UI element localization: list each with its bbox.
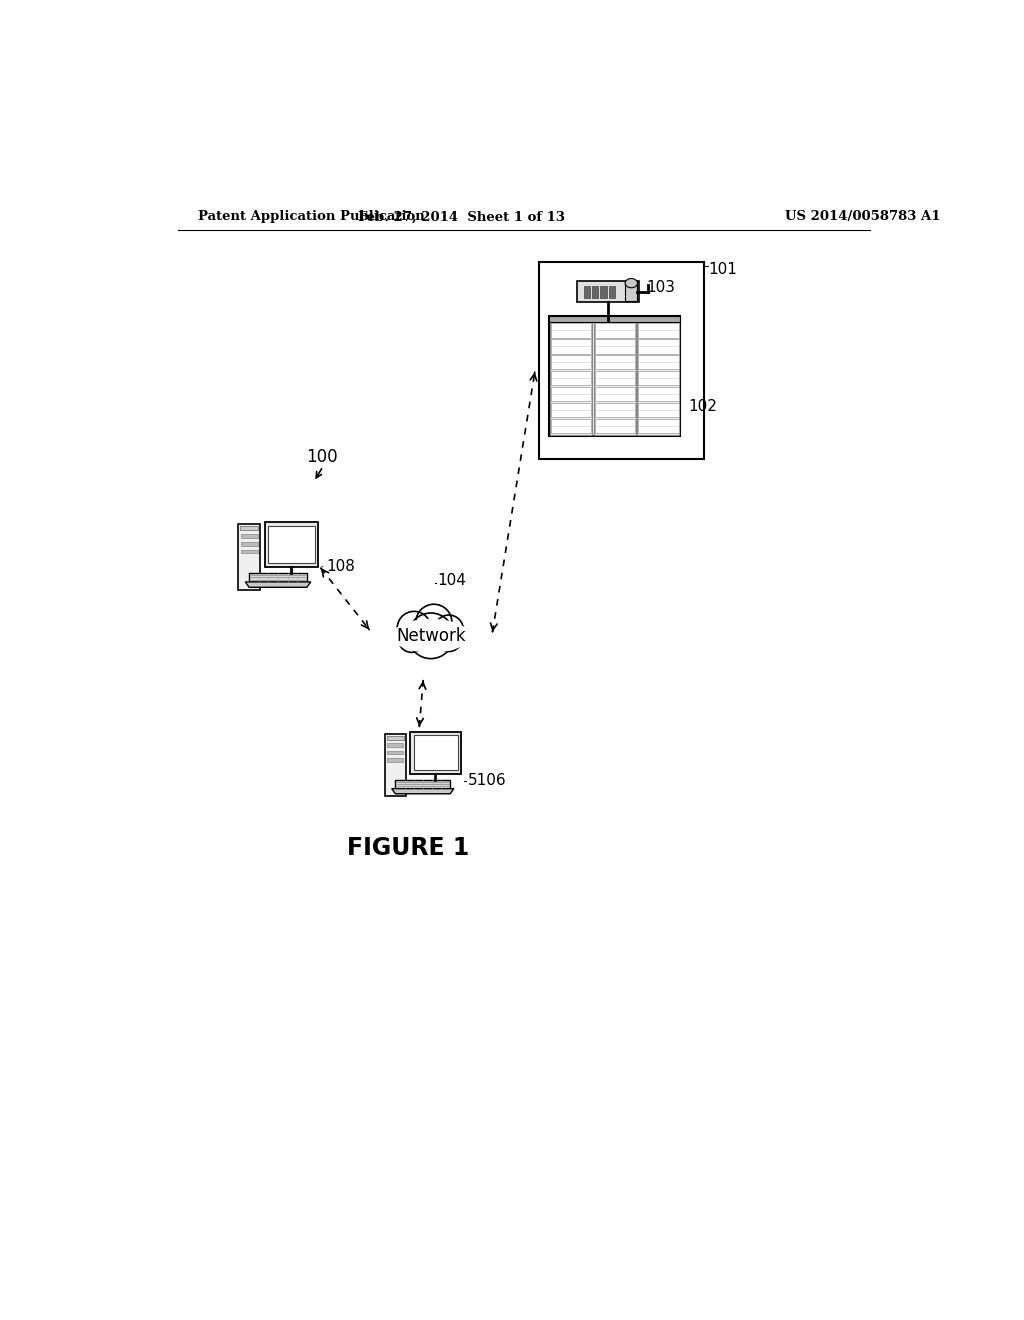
Bar [387, 743, 403, 747]
Ellipse shape [392, 619, 470, 653]
Bar [638, 339, 679, 354]
Text: 100: 100 [306, 449, 338, 466]
Text: 108: 108 [326, 558, 355, 574]
Text: 102: 102 [688, 399, 717, 414]
Bar [578, 281, 639, 302]
Bar [551, 323, 592, 338]
Bar [387, 737, 404, 739]
Bar [595, 371, 635, 385]
Bar [551, 403, 592, 417]
Bar [638, 371, 679, 385]
Text: Patent Application Publication: Patent Application Publication [199, 210, 425, 223]
Bar [240, 527, 258, 531]
Bar [551, 355, 592, 370]
Bar [268, 525, 314, 562]
Bar [551, 339, 592, 354]
Bar [414, 735, 458, 771]
Bar [539, 263, 705, 459]
Polygon shape [392, 788, 454, 793]
Bar [550, 317, 592, 434]
Bar [638, 387, 679, 401]
Bar [595, 323, 635, 338]
Bar [387, 758, 403, 762]
Bar [595, 387, 635, 401]
Bar [595, 339, 635, 354]
Bar [551, 371, 592, 385]
Bar [549, 317, 680, 436]
Bar [241, 541, 258, 545]
Circle shape [397, 611, 431, 645]
Bar [625, 282, 637, 301]
Bar [609, 285, 615, 297]
Bar [241, 535, 258, 539]
Bar [637, 317, 680, 434]
Bar [249, 573, 307, 582]
Bar [551, 387, 592, 401]
Text: 5106: 5106 [468, 774, 507, 788]
Polygon shape [246, 582, 310, 587]
Bar [595, 403, 635, 417]
Text: 101: 101 [708, 263, 737, 277]
Bar [600, 285, 606, 297]
Bar [592, 285, 598, 297]
Text: FIGURE 1: FIGURE 1 [347, 836, 469, 859]
Bar [241, 549, 258, 553]
Bar [638, 403, 679, 417]
Bar [395, 780, 451, 788]
Bar [387, 751, 403, 754]
Bar [595, 418, 635, 433]
Text: 104: 104 [437, 573, 466, 587]
Bar [595, 355, 635, 370]
Circle shape [416, 605, 452, 640]
Text: US 2014/0058783 A1: US 2014/0058783 A1 [785, 210, 941, 223]
Text: Network: Network [396, 627, 466, 644]
Bar [594, 317, 636, 434]
Bar [638, 355, 679, 370]
Text: 103: 103 [647, 280, 676, 296]
Circle shape [408, 612, 454, 659]
Ellipse shape [625, 279, 638, 288]
Bar [385, 734, 406, 796]
Bar [549, 317, 680, 322]
Bar [638, 418, 679, 433]
Bar [264, 521, 318, 566]
Bar [410, 731, 461, 774]
Circle shape [434, 615, 463, 644]
Bar [584, 285, 590, 297]
Circle shape [398, 626, 425, 652]
Text: Feb. 27, 2014  Sheet 1 of 13: Feb. 27, 2014 Sheet 1 of 13 [358, 210, 565, 223]
Bar [551, 418, 592, 433]
Circle shape [435, 626, 462, 652]
Bar [638, 323, 679, 338]
Bar [239, 524, 260, 590]
